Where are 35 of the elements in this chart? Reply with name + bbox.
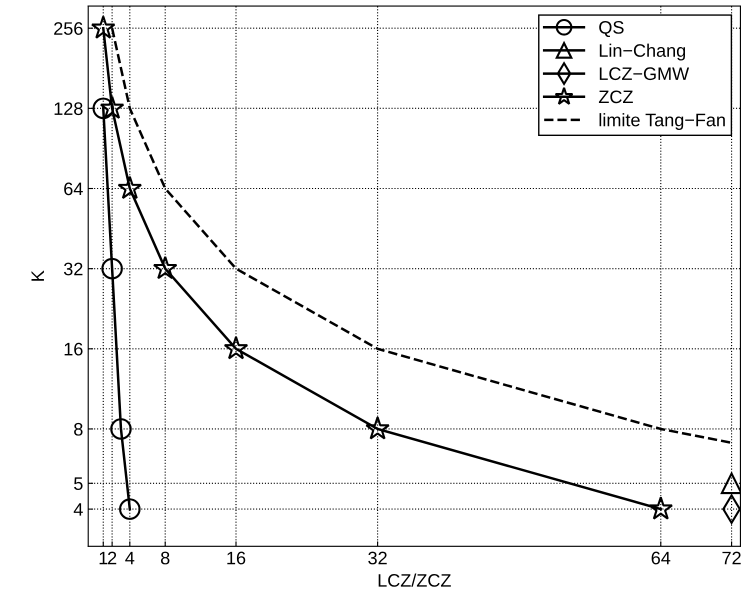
x-tick-label: 8: [160, 552, 170, 564]
y-tick-label: 8: [74, 422, 83, 436]
x-tick-label: 72: [722, 552, 741, 564]
point: [90, 15, 116, 39]
legend-label: LCZ−GMW: [600, 67, 690, 80]
y-tick-label: 16: [64, 342, 83, 356]
x-tick-label: 16: [227, 552, 246, 564]
point: [365, 416, 390, 440]
y-tick-label: 256: [54, 22, 83, 35]
legend-label: Lin−Chang: [600, 44, 686, 60]
y-tick-label: 128: [54, 102, 83, 116]
x-axis-title: LCZ/ZCZ: [378, 574, 451, 587]
point: [100, 96, 124, 119]
x-tick-label: 1: [100, 552, 108, 564]
y-tick-label: 32: [64, 262, 82, 276]
y-tick-label: 4: [74, 503, 83, 516]
point: [720, 472, 740, 494]
point: [110, 418, 132, 440]
x-tick-label: 2: [108, 552, 116, 564]
point: [101, 258, 123, 280]
legend-label: ZCZ: [598, 90, 633, 104]
point: [152, 256, 178, 280]
x-tick-label: 64: [652, 552, 670, 564]
legend-label: QS: [599, 20, 624, 38]
point: [224, 336, 248, 360]
point: [648, 496, 674, 520]
legend-label: limite Tang−Fan: [600, 113, 725, 130]
x-tick-label: 32: [368, 552, 387, 564]
y-axis-title: K: [32, 270, 44, 281]
point: [118, 176, 142, 200]
point: [92, 98, 114, 120]
x-tick-label: 4: [125, 552, 134, 564]
y-tick-label: 5: [74, 477, 83, 490]
y-tick-label: 64: [64, 182, 83, 196]
point: [119, 498, 141, 520]
